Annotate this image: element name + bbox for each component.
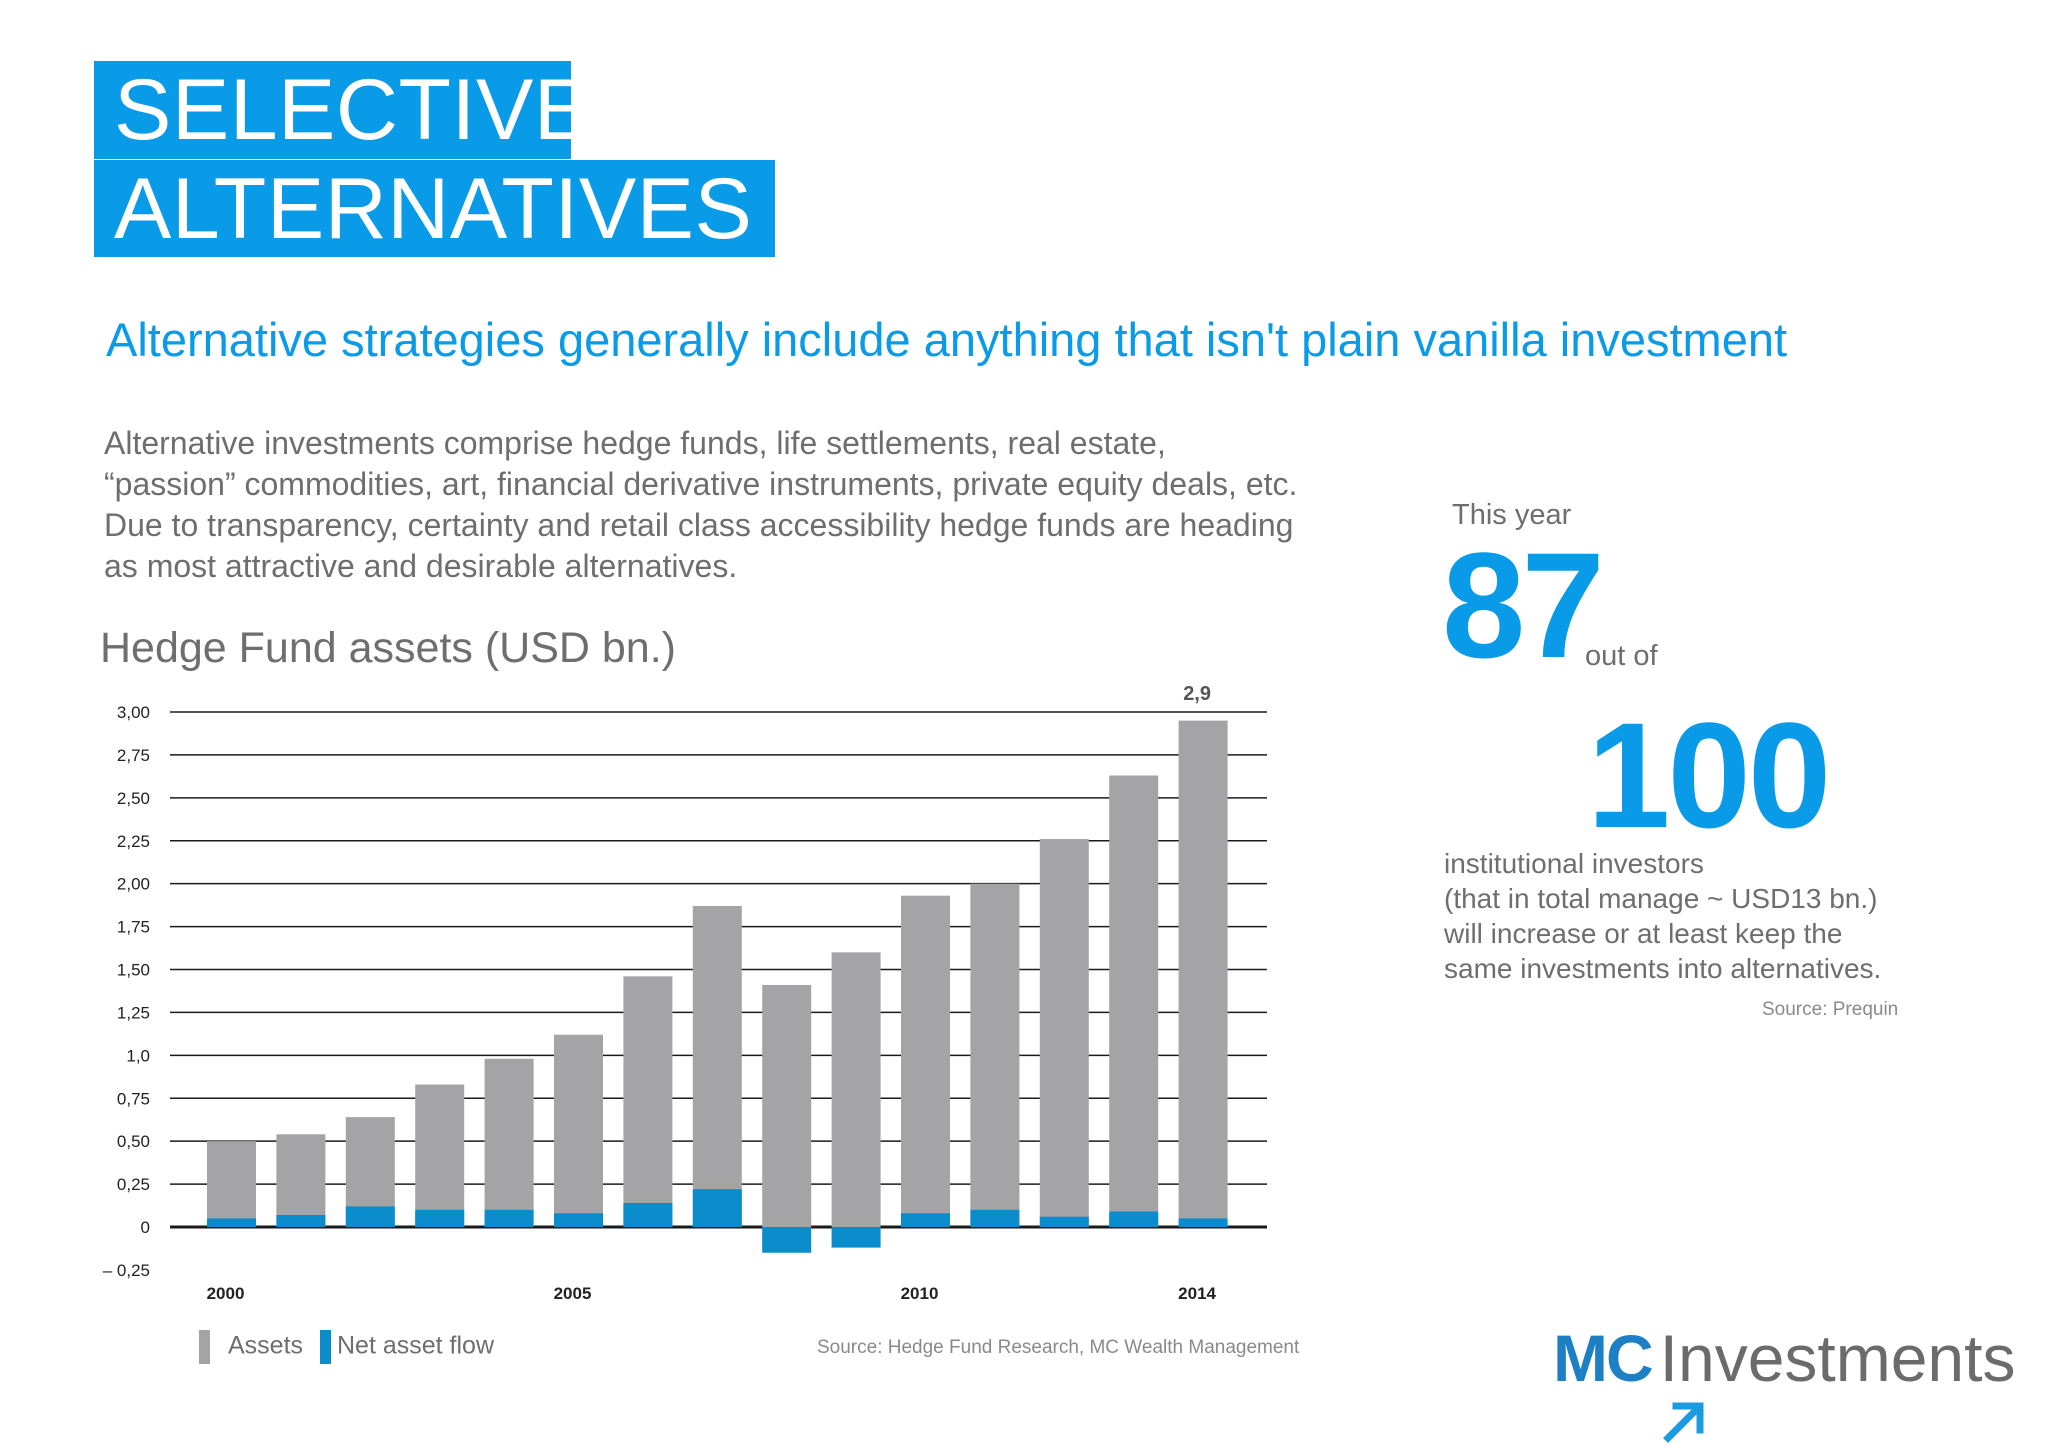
net-flow-bar bbox=[484, 1209, 534, 1227]
stat-total: 100 bbox=[1587, 691, 1831, 859]
assets-bar bbox=[1109, 775, 1159, 1227]
y-tick-label: 1,25 bbox=[117, 1003, 150, 1022]
y-tick-label: 2,50 bbox=[117, 789, 150, 808]
x-tick-label: 2000 bbox=[207, 1284, 245, 1303]
stat-description-line: will increase or at least keep the bbox=[1444, 918, 1843, 949]
bar-annotation: 2,9 bbox=[1183, 683, 1211, 705]
net-flow-bar bbox=[762, 1227, 812, 1253]
y-tick-label: 0,50 bbox=[117, 1132, 150, 1151]
assets-swatch bbox=[199, 1330, 210, 1364]
arrow-up-right-icon bbox=[1663, 1402, 1704, 1443]
stat-description-line: (that in total manage ~ USD13 bn.) bbox=[1444, 883, 1878, 914]
y-tick-label: 0,75 bbox=[117, 1089, 150, 1108]
hedge-fund-assets-chart: 3,00 2,75 2,50 2,25 2,00 1,75 1,50 1,25 1,0 0,75 0… bbox=[103, 683, 1267, 1303]
net-flow-bar bbox=[276, 1214, 326, 1227]
stat-number: 87 bbox=[1442, 521, 1605, 689]
net-flow-bar bbox=[1109, 1211, 1159, 1227]
net-flow-bar bbox=[831, 1227, 881, 1248]
assets-bar bbox=[484, 1058, 534, 1227]
net-flow-bar bbox=[970, 1209, 1020, 1227]
net-flow-bar bbox=[207, 1218, 256, 1227]
y-tick-label: 1,0 bbox=[126, 1046, 150, 1065]
legend-assets-label: Assets bbox=[228, 1331, 304, 1360]
x-tick-label: 2014 bbox=[1178, 1284, 1216, 1303]
mc-investments-logo: MC Investments bbox=[1553, 1318, 2015, 1417]
y-tick-label: 2,75 bbox=[117, 746, 150, 765]
intro-paragraph: Alternative investments comprise hedge f… bbox=[104, 423, 1404, 587]
chart-source: Source: Hedge Fund Research, MC Wealth M… bbox=[817, 1337, 1300, 1358]
stat-description-line: same investments into alternatives. bbox=[1444, 953, 1882, 984]
intro-line: Alternative investments comprise hedge f… bbox=[104, 425, 1166, 461]
page-subtitle: Alternative strategies generally include… bbox=[106, 313, 1788, 366]
net-flow-bar bbox=[1039, 1216, 1089, 1227]
intro-line: Due to transparency, certainty and retai… bbox=[104, 507, 1294, 543]
y-tick-label: 1,75 bbox=[117, 918, 150, 937]
out-of-label: out of bbox=[1585, 640, 1658, 672]
y-tick-label: 2,00 bbox=[117, 875, 150, 894]
stat-source: Source: Prequin bbox=[1762, 999, 1899, 1020]
assets-bar bbox=[1039, 839, 1089, 1227]
net-flow-bar bbox=[345, 1206, 395, 1227]
legend-net-flow-label: Net asset flow bbox=[337, 1331, 495, 1360]
y-tick-label: 2,25 bbox=[117, 832, 150, 851]
assets-bar bbox=[554, 1034, 603, 1227]
title-line-1: SELECTIVE bbox=[94, 61, 591, 159]
title-line-2: ALTERNATIVES bbox=[94, 160, 775, 257]
y-tick-label: 0,25 bbox=[117, 1175, 150, 1194]
logo-investments: Investments bbox=[1659, 1321, 2016, 1395]
legend-assets: Assets bbox=[199, 1330, 303, 1364]
stat-description-line: institutional investors bbox=[1444, 848, 1704, 879]
y-tick-label: 0 bbox=[141, 1218, 150, 1237]
logo-mc: MC bbox=[1553, 1321, 1654, 1395]
net-flow-bar bbox=[1178, 1218, 1228, 1227]
y-tick-label: – 0,25 bbox=[103, 1261, 150, 1280]
assets-bar bbox=[692, 905, 742, 1227]
net-flow-bar bbox=[623, 1202, 673, 1227]
assets-bar bbox=[1178, 720, 1228, 1227]
assets-bar bbox=[415, 1084, 465, 1227]
net-flow-swatch bbox=[320, 1330, 331, 1364]
chart-title: Hedge Fund assets (USD bn.) bbox=[100, 624, 676, 672]
assets-bar bbox=[623, 976, 673, 1227]
legend-net-flow: Net asset flow bbox=[320, 1330, 494, 1364]
net-flow-bar bbox=[901, 1213, 950, 1227]
y-tick-label: 1,50 bbox=[117, 961, 150, 980]
x-tick-label: 2010 bbox=[901, 1284, 939, 1303]
assets-bar bbox=[762, 984, 812, 1227]
net-flow-bar bbox=[415, 1209, 465, 1227]
intro-line: as most attractive and desirable alterna… bbox=[104, 548, 738, 584]
x-tick-label: 2005 bbox=[554, 1284, 592, 1303]
assets-bar bbox=[901, 895, 950, 1227]
assets-bar bbox=[276, 1134, 326, 1227]
net-flow-bar bbox=[554, 1213, 603, 1227]
assets-bar bbox=[207, 1141, 256, 1227]
net-flow-bar bbox=[692, 1189, 742, 1227]
assets-bar bbox=[831, 952, 881, 1227]
this-year-label: This year bbox=[1452, 499, 1572, 531]
stat-description: institutional investors (that in total m… bbox=[1444, 846, 1881, 986]
assets-bar bbox=[970, 883, 1020, 1227]
y-tick-label: 3,00 bbox=[117, 703, 150, 722]
intro-line: “passion” commodities, art, financial de… bbox=[104, 466, 1298, 502]
